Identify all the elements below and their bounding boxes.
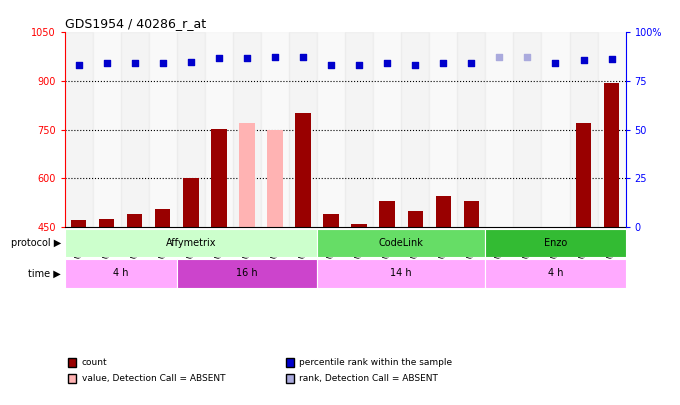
Bar [541,32,569,227]
Bar [261,32,289,227]
Bar [576,123,591,227]
Text: count: count [82,358,107,367]
Bar [407,211,423,227]
Point [73,62,84,68]
Bar [604,83,619,227]
Bar [317,229,486,257]
Text: 16 h: 16 h [236,269,258,278]
Point [550,60,561,66]
Text: Affymetrix: Affymetrix [165,238,216,248]
Point [326,62,337,68]
Bar [205,32,233,227]
Text: value, Detection Call = ABSENT: value, Detection Call = ABSENT [82,374,225,383]
Bar [436,196,451,227]
Bar [486,229,626,257]
Bar [121,32,149,227]
Point [606,56,617,62]
Point [354,62,364,69]
Point [494,53,505,60]
Bar [155,209,171,227]
Point [157,60,168,66]
Bar [177,259,317,288]
Point [381,60,392,66]
Bar [457,32,486,227]
Text: 4 h: 4 h [113,269,129,278]
Bar [464,201,479,227]
Bar [570,32,598,227]
Bar [177,32,205,227]
Point [269,53,280,60]
Bar [324,214,339,227]
Text: Enzo: Enzo [544,238,567,248]
Bar [239,123,254,227]
Bar [379,201,395,227]
Text: 14 h: 14 h [390,269,412,278]
Bar [486,259,626,288]
Point [101,60,112,66]
Text: 4 h: 4 h [547,269,563,278]
Text: rank, Detection Call = ABSENT: rank, Detection Call = ABSENT [299,374,438,383]
Bar [317,259,486,288]
Bar [65,259,177,288]
Point [129,60,140,66]
Bar [211,129,226,227]
Bar [183,178,199,227]
Bar [92,32,121,227]
Bar [352,224,367,227]
Bar [295,113,311,227]
Point [438,60,449,66]
Bar [233,32,261,227]
Point [214,55,224,62]
Bar [345,32,373,227]
Bar [127,214,142,227]
Bar [99,219,114,227]
Bar [373,32,401,227]
Bar [429,32,457,227]
Bar [486,32,513,227]
Point [522,53,533,60]
Point [578,57,589,63]
Bar [401,32,429,227]
Text: CodeLink: CodeLink [379,238,424,248]
Point [410,62,421,68]
Bar [317,32,345,227]
Point [241,55,252,62]
Point [186,58,197,65]
Point [466,60,477,66]
Bar [513,32,541,227]
Text: time ▶: time ▶ [29,269,61,278]
Point [298,53,309,60]
Bar [65,229,317,257]
Bar [289,32,317,227]
Bar [598,32,626,227]
Text: protocol ▶: protocol ▶ [11,238,61,248]
Text: GDS1954 / 40286_r_at: GDS1954 / 40286_r_at [65,17,206,30]
Bar [71,220,86,227]
Bar [65,32,92,227]
Bar [267,130,283,227]
Bar [149,32,177,227]
Text: percentile rank within the sample: percentile rank within the sample [299,358,452,367]
